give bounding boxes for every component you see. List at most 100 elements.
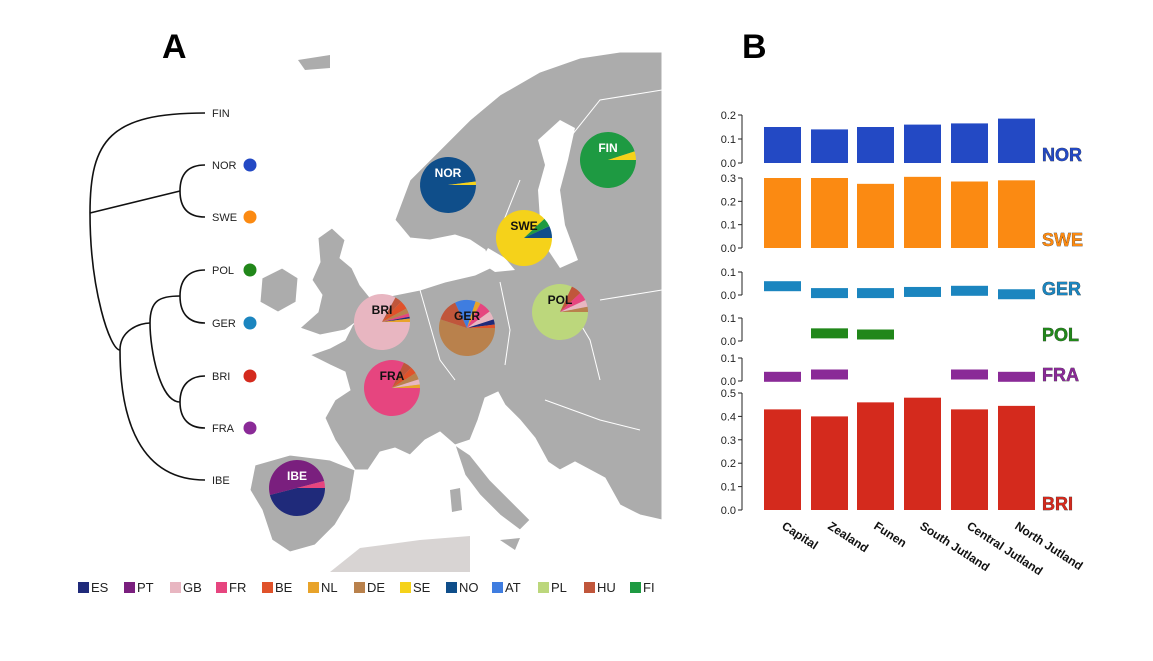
pie-pol-slice-gb: [560, 300, 588, 312]
legend-swatch-fr: [216, 582, 227, 593]
bar-panel-pol: 0.1 0.0 POL: [721, 313, 1080, 348]
pie-bri-slice-hu: [382, 297, 402, 322]
legend-swatch-no: [446, 582, 457, 593]
pie-bri-slice-fr: [382, 313, 410, 322]
pie-nor-slice-se: [448, 181, 476, 185]
bar-panel-nor: 0.2 0.1 0.0 NOR: [721, 110, 1083, 170]
pie-label-fra: FRA: [380, 369, 405, 383]
tree-leaves: FIN NOR SWE POL GER BRI FRA IBE: [212, 108, 257, 487]
tree-leaf-nor: NOR: [212, 160, 237, 172]
legend-swatch-pt: [124, 582, 135, 593]
legend-swatch-de: [354, 582, 365, 593]
bar-bri-south-jutland: [904, 397, 941, 510]
bar-pol-funen: [857, 329, 894, 340]
y-tick-label-swe: 0.3: [721, 173, 736, 185]
bar-fra-zealand: [811, 369, 848, 380]
tree-dot-ger: [243, 316, 257, 330]
y-tick-label-pol: 0.1: [721, 313, 736, 325]
pie-ibe-slice-pt: [269, 460, 325, 495]
pie-nor-slice-no: [419, 156, 476, 213]
y-tick-label-swe: 0.2: [721, 196, 736, 208]
pie-fin-slice-fi: [580, 132, 636, 189]
y-tick-label-bri: 0.4: [721, 411, 736, 423]
tree-branches: [89, 112, 206, 481]
legend-swatch-fi: [630, 582, 641, 593]
tree-leaf-fin: FIN: [212, 108, 230, 120]
y-tick-label-ger: 0.0: [721, 290, 736, 302]
bar-panel-label-nor: NOR: [1042, 145, 1082, 165]
pie-pol-slice-fr: [560, 292, 586, 312]
legend-swatch-hu: [584, 582, 595, 593]
y-tick-label-bri: 0.2: [721, 458, 736, 470]
bar-nor-funen: [857, 127, 894, 163]
bar-ger-capital: [764, 281, 801, 292]
pie-fin: FIN: [580, 132, 636, 189]
pie-fra: FRA: [364, 360, 420, 416]
bar-ger-north-jutland: [998, 289, 1035, 300]
bar-nor-central-jutland: [951, 123, 988, 163]
bar-ger-central-jutland: [951, 285, 988, 296]
pie-fra-slice-gb: [392, 379, 420, 388]
pie-label-ibe: IBE: [287, 469, 307, 483]
tree-dot-bri: [243, 369, 257, 383]
bar-ger-south-jutland: [904, 286, 941, 297]
pie-ger-slice-nl: [467, 301, 481, 328]
legend-label-se: SE: [413, 580, 431, 595]
bar-swe-capital: [764, 178, 801, 248]
pie-ibe-slice-fr: [297, 481, 325, 488]
pie-swe-slice-no: [524, 226, 552, 238]
bar-ger-funen: [857, 288, 894, 299]
legend-swatch-es: [78, 582, 89, 593]
y-tick-label-nor: 0.1: [721, 134, 736, 146]
pie-pol: POL: [532, 284, 588, 340]
bar-nor-zealand: [811, 129, 848, 163]
tree-dot-nor: [243, 158, 257, 172]
y-tick-label-fra: 0.0: [721, 376, 736, 388]
legend-swatch-at: [492, 582, 503, 593]
bar-swe-zealand: [811, 178, 848, 248]
bar-nor-north-jutland: [998, 118, 1035, 163]
bar-panel-label-pol: POL: [1042, 325, 1079, 345]
bar-swe-south-jutland: [904, 176, 941, 248]
pie-fra-slice-nl: [392, 384, 420, 388]
bar-swe-funen: [857, 183, 894, 248]
pie-pol-slice-hu: [560, 286, 581, 312]
pie-bri-slice-be: [382, 301, 407, 322]
legend-label-gb: GB: [183, 580, 202, 595]
pie-ibe-slice-es: [269, 488, 325, 516]
bar-pol-zealand: [811, 328, 848, 339]
legend-swatch-gb: [170, 582, 181, 593]
bar-panel-fra: 0.1 0.0 FRA: [721, 353, 1080, 388]
bar-swe-north-jutland: [998, 180, 1035, 248]
bar-nor-south-jutland: [904, 124, 941, 163]
pie-label-fin: FIN: [598, 141, 617, 155]
tree-dot-fra: [243, 421, 257, 435]
tree-leaf-ger: GER: [212, 318, 236, 330]
legend-swatch-pl: [538, 582, 549, 593]
y-tick-label-ger: 0.1: [721, 267, 736, 279]
legend-label-pt: PT: [137, 580, 154, 595]
tree-leaf-swe: SWE: [212, 212, 237, 224]
region-label-capital: Capital: [779, 519, 820, 553]
bar-panel-label-swe: SWE: [1042, 230, 1083, 250]
bar-panel-swe: 0.3 0.2 0.1 0.0 SWE: [721, 173, 1084, 255]
dendrogram: FIN NOR SWE POL GER BRI FRA IBE: [89, 108, 257, 487]
pie-fra-slice-hu: [392, 362, 412, 388]
bar-bri-zealand: [811, 416, 848, 510]
tree-dot-pol: [243, 263, 257, 277]
tree-leaf-pol: POL: [212, 265, 234, 277]
bar-bri-central-jutland: [951, 409, 988, 510]
pie-label-bri: BRI: [372, 303, 393, 317]
pie-nor: NOR: [419, 156, 476, 213]
y-tick-label-bri: 0.3: [721, 435, 736, 447]
region-label-funen: Funen: [871, 519, 909, 550]
legend: ES PT GB FR BE NL DE SE NO AT PL HU FI: [78, 580, 655, 595]
tree-leaf-bri: BRI: [212, 371, 230, 383]
y-tick-label-bri: 0.1: [721, 482, 736, 494]
legend-label-be: BE: [275, 580, 293, 595]
pie-ger-slice-hu: [440, 302, 467, 328]
panel-label-b: B: [742, 28, 767, 66]
pie-fra-slice-be: [392, 367, 416, 388]
region-labels: Capital Zealand Funen South JutlandCentral …: [779, 519, 1085, 578]
y-tick-label-swe: 0.0: [721, 243, 736, 255]
